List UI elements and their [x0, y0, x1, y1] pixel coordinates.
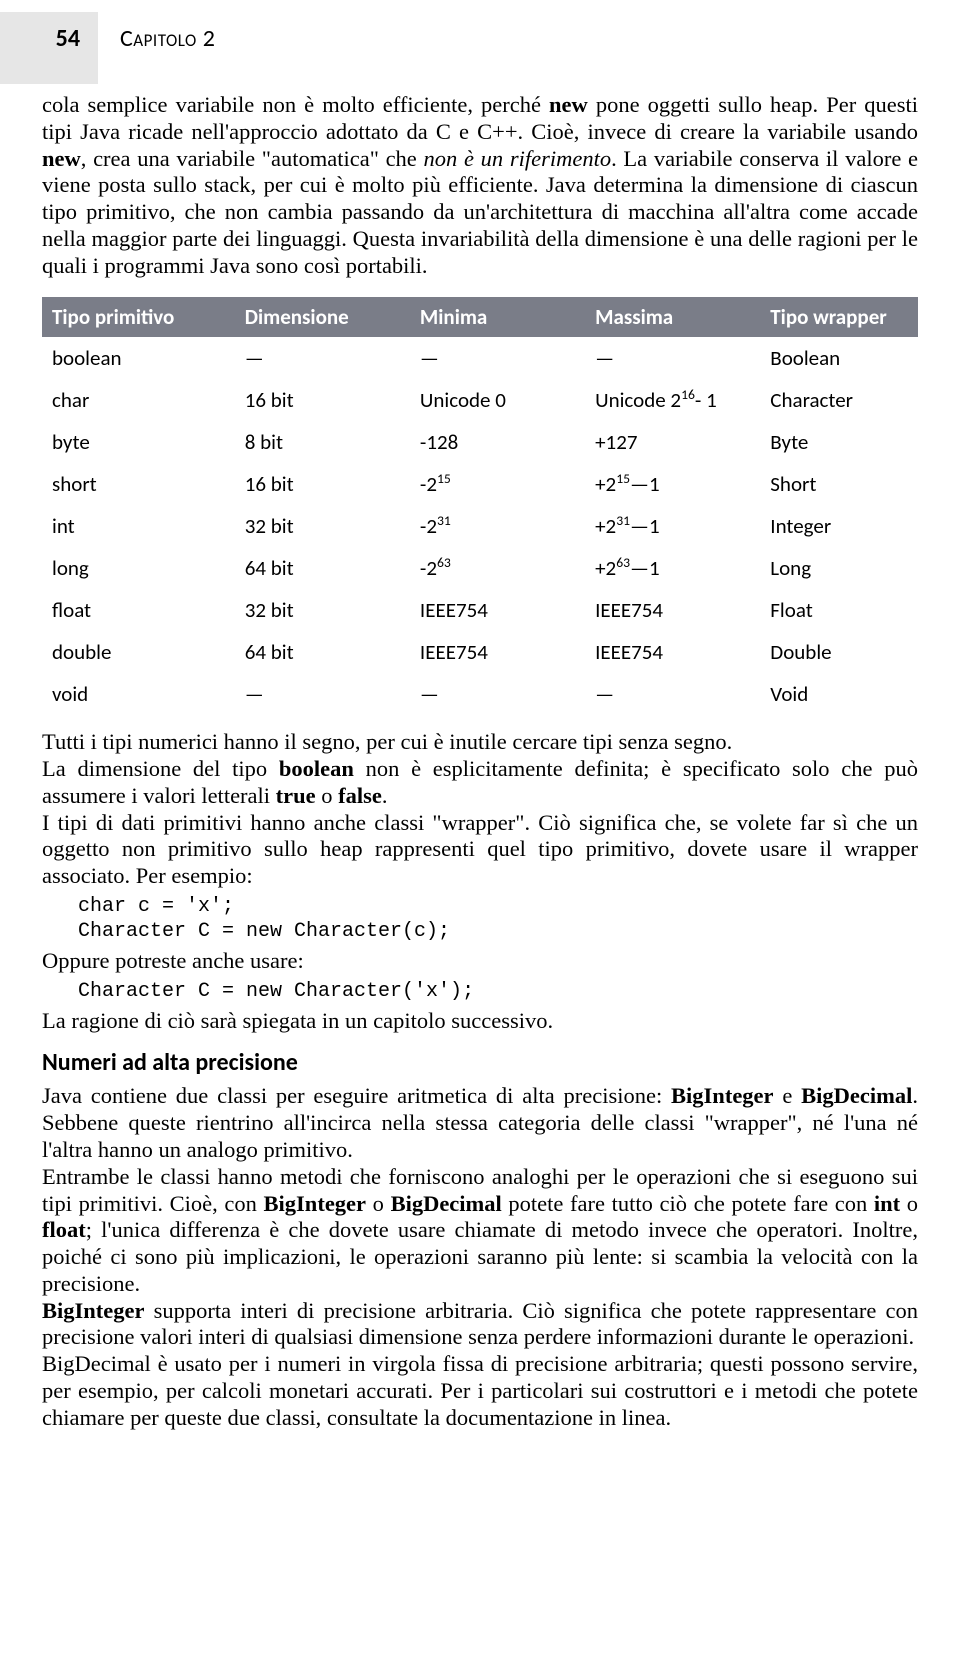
- page-number: 54: [56, 24, 80, 53]
- table-cell: Character: [760, 379, 918, 421]
- body-paragraph: Java contiene due classi per eseguire ar…: [42, 1083, 918, 1163]
- body-paragraph: BigDecimal è usato per i numeri in virgo…: [42, 1351, 918, 1431]
- table-cell: Double: [760, 631, 918, 673]
- table-cell: Boolean: [760, 337, 918, 379]
- table-cell: -263: [410, 547, 585, 589]
- code-snippet-1: char c = 'x'; Character C = new Characte…: [78, 894, 918, 944]
- table-cell: 64 bit: [235, 547, 410, 589]
- table-cell: —: [410, 673, 585, 715]
- table-cell: Integer: [760, 505, 918, 547]
- table-cell: 32 bit: [235, 505, 410, 547]
- table-cell: short: [42, 463, 235, 505]
- table-cell: Float: [760, 589, 918, 631]
- table-row: float32 bitIEEE754IEEE754Float: [42, 589, 918, 631]
- table-cell: int: [42, 505, 235, 547]
- table-cell: —: [410, 337, 585, 379]
- table-cell: float: [42, 589, 235, 631]
- table-cell: void: [42, 673, 235, 715]
- table-row: char16 bitUnicode 0Unicode 216- 1Charact…: [42, 379, 918, 421]
- table-row: boolean———Boolean: [42, 337, 918, 379]
- mid-paragraph: Oppure potreste anche usare:: [42, 948, 918, 975]
- table-cell: Short: [760, 463, 918, 505]
- table-header-cell: Tipo wrapper: [760, 297, 918, 337]
- body-paragraph: I tipi di dati primitivi hanno anche cla…: [42, 810, 918, 890]
- table-cell: 64 bit: [235, 631, 410, 673]
- table-cell: Unicode 216- 1: [585, 379, 760, 421]
- primitive-types-table: Tipo primitivoDimensioneMinimaMassimaTip…: [42, 297, 918, 715]
- table-header-cell: Dimensione: [235, 297, 410, 337]
- table-cell: +127: [585, 421, 760, 463]
- body-paragraph: La dimensione del tipo boolean non è esp…: [42, 756, 918, 810]
- body-paragraph: Tutti i tipi numerici hanno il segno, pe…: [42, 729, 918, 756]
- table-cell: IEEE754: [410, 631, 585, 673]
- table-cell: —: [235, 337, 410, 379]
- table-cell: —: [235, 673, 410, 715]
- after-table-paragraphs: Tutti i tipi numerici hanno il segno, pe…: [42, 729, 918, 890]
- code-snippet-2: Character C = new Character('x');: [78, 979, 918, 1004]
- table-cell: boolean: [42, 337, 235, 379]
- table-cell: Void: [760, 673, 918, 715]
- page-header: 54 Capitolo 2: [0, 0, 960, 84]
- table-cell: IEEE754: [585, 631, 760, 673]
- table-cell: -215: [410, 463, 585, 505]
- table-row: int32 bit-231+231—1Integer: [42, 505, 918, 547]
- table-cell: -128: [410, 421, 585, 463]
- table-cell: +263—1: [585, 547, 760, 589]
- page-number-box: 54: [0, 12, 98, 84]
- precision-paragraphs: Java contiene due classi per eseguire ar…: [42, 1083, 918, 1431]
- page-content: cola semplice variabile non è molto effi…: [0, 84, 960, 1449]
- table-header-row: Tipo primitivoDimensioneMinimaMassimaTip…: [42, 297, 918, 337]
- table-body: boolean———Booleanchar16 bitUnicode 0Unic…: [42, 337, 918, 715]
- table-cell: 16 bit: [235, 379, 410, 421]
- table-cell: -231: [410, 505, 585, 547]
- table-cell: Byte: [760, 421, 918, 463]
- body-paragraph: Entrambe le classi hanno metodi che forn…: [42, 1164, 918, 1298]
- intro-paragraph: cola semplice variabile non è molto effi…: [42, 92, 918, 279]
- section-heading-precision: Numeri ad alta precisione: [42, 1048, 918, 1077]
- body-paragraph: BigInteger supporta interi di precisione…: [42, 1298, 918, 1352]
- table-cell: IEEE754: [410, 589, 585, 631]
- table-header-cell: Minima: [410, 297, 585, 337]
- table-cell: +215—1: [585, 463, 760, 505]
- chapter-title: Capitolo 2: [120, 12, 215, 53]
- table-cell: char: [42, 379, 235, 421]
- table-row: void———Void: [42, 673, 918, 715]
- table-row: double64 bitIEEE754IEEE754Double: [42, 631, 918, 673]
- table-head: Tipo primitivoDimensioneMinimaMassimaTip…: [42, 297, 918, 337]
- table-cell: 16 bit: [235, 463, 410, 505]
- table-cell: long: [42, 547, 235, 589]
- table-row: byte8 bit-128+127Byte: [42, 421, 918, 463]
- table-cell: double: [42, 631, 235, 673]
- table-row: long64 bit-263+263—1Long: [42, 547, 918, 589]
- after-code-paragraph: La ragione di ciò sarà spiegata in un ca…: [42, 1008, 918, 1035]
- table-cell: Long: [760, 547, 918, 589]
- table-cell: 8 bit: [235, 421, 410, 463]
- table-cell: —: [585, 337, 760, 379]
- table-cell: —: [585, 673, 760, 715]
- table-cell: byte: [42, 421, 235, 463]
- table-row: short16 bit-215+215—1Short: [42, 463, 918, 505]
- table-header-cell: Tipo primitivo: [42, 297, 235, 337]
- table-cell: 32 bit: [235, 589, 410, 631]
- table-header-cell: Massima: [585, 297, 760, 337]
- table-cell: +231—1: [585, 505, 760, 547]
- table-cell: Unicode 0: [410, 379, 585, 421]
- table-cell: IEEE754: [585, 589, 760, 631]
